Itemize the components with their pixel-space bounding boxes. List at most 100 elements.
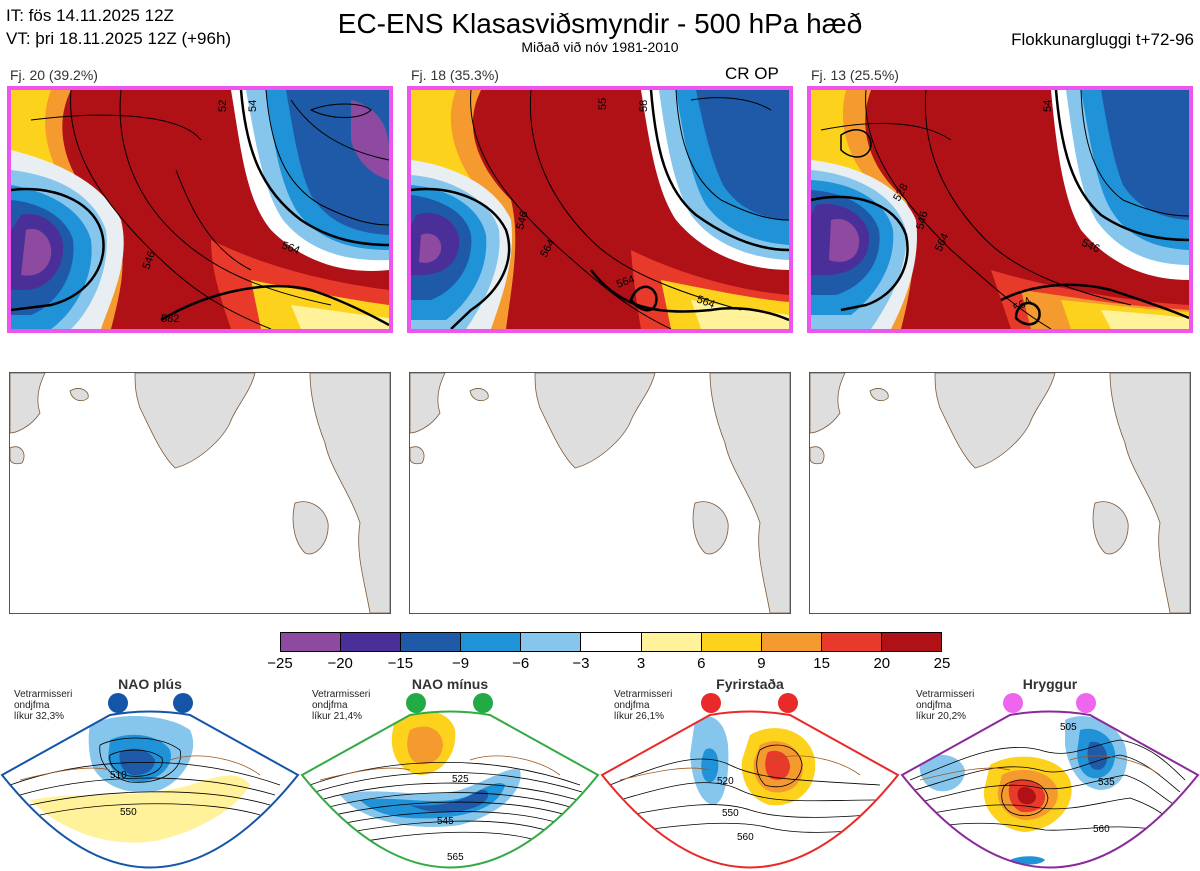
- cluster-3-label: Fj. 13 (25.5%): [811, 67, 899, 83]
- contour-label: 52: [217, 100, 229, 112]
- regime-note-line: ondjfma: [614, 700, 650, 711]
- colorbar-ticks: −25 −20 −15 −9 −6 −3 3 6 9 15 20 25: [260, 655, 962, 675]
- contour-label: 550: [722, 808, 739, 819]
- header-left: IT: fös 14.11.2025 12Z VT: þri 18.11.202…: [6, 4, 231, 50]
- contour-label: 550: [120, 807, 137, 818]
- regime-note: Vetrarmisseri ondjfma líkur 26,1%: [614, 689, 672, 722]
- colorbar-segment: [401, 633, 462, 651]
- regime-note-line: Vetrarmisseri: [312, 689, 371, 700]
- regime-note-line: Vetrarmisseri: [14, 689, 73, 700]
- regime-note-line: líkur 20,2%: [916, 711, 967, 722]
- contour-label: 565: [447, 852, 464, 863]
- basemap-3: [809, 372, 1191, 614]
- regime-nao-plus: NAO plús Vetrarmisseri ondjfma líkur 32,…: [0, 676, 300, 871]
- colorbar: [280, 632, 942, 652]
- contour-label: 54: [247, 100, 259, 112]
- contour-label: 564: [280, 240, 301, 258]
- regime-map: 525 545 565: [300, 693, 600, 869]
- regime-title: Hryggur: [1022, 676, 1078, 692]
- regime-note-line: líkur 21,4%: [312, 711, 363, 722]
- contour-label: 564: [695, 294, 716, 312]
- regime-map: 520 550 560: [600, 693, 900, 869]
- colorbar-tick-label: 9: [757, 655, 766, 672]
- valid-time: VT: þri 18.11.2025 12Z (+96h): [6, 29, 232, 48]
- cluster-2-field: 546 564 564 564 55 58: [411, 90, 789, 329]
- regime-map: 505 535 560: [900, 693, 1200, 869]
- cluster-2-map: 546 564 564 564 55 58: [407, 86, 793, 333]
- classification-window: Flokkunargluggi t+72-96: [1011, 30, 1194, 49]
- regime-note-line: Vetrarmisseri: [614, 689, 673, 700]
- colorbar-segment: [701, 633, 762, 651]
- regime-title: NAO plús: [118, 676, 182, 692]
- contour-label: 546: [514, 210, 530, 231]
- regime-dot: [778, 693, 798, 713]
- colorbar-tick-label: 6: [697, 655, 706, 672]
- contour-label: 58: [638, 100, 650, 112]
- regime-dot: [473, 693, 493, 713]
- regime-note-line: ondjfma: [916, 700, 952, 711]
- regime-dot: [1003, 693, 1023, 713]
- contour-label: 546: [914, 210, 930, 231]
- colorbar-segment: [581, 633, 642, 651]
- cluster-2-extra-label: CR OP: [725, 64, 779, 83]
- colorbar-tick-label: −20: [327, 655, 353, 672]
- contour-label: 55: [597, 98, 609, 110]
- colorbar-tick-label: 20: [873, 655, 891, 672]
- issue-time: IT: fös 14.11.2025 12Z: [6, 6, 174, 25]
- basemap-2: [409, 372, 791, 614]
- regime-map: 510 550: [0, 693, 300, 869]
- colorbar-tick-label: −6: [512, 655, 530, 672]
- contour-label: 546: [141, 250, 159, 271]
- cluster-1-label: Fj. 20 (39.2%): [10, 67, 98, 83]
- colorbar-tick-label: 15: [813, 655, 830, 672]
- regime-note-line: ondjfma: [14, 700, 50, 711]
- contour-label: 545: [437, 816, 454, 827]
- contour-label: 525: [452, 774, 469, 785]
- colorbar-segment: [461, 633, 522, 651]
- contour-label: 535: [1098, 777, 1115, 788]
- colorbar-segment: [641, 633, 702, 651]
- colorbar-segment: [281, 633, 342, 651]
- contour-label: 505: [1060, 722, 1077, 733]
- contour-label: 564: [615, 273, 636, 291]
- contour-label: 54: [1042, 100, 1054, 112]
- cluster-3-field: 546 564 564 528 546 54: [811, 90, 1189, 329]
- colorbar-tick-label: −3: [572, 655, 590, 672]
- colorbar-segment: [881, 633, 942, 651]
- colorbar-tick-label: −15: [387, 655, 414, 672]
- regime-note-line: líkur 26,1%: [614, 711, 665, 722]
- basemap-1: [9, 372, 391, 614]
- colorbar-tick-label: −25: [267, 655, 293, 672]
- regime-note: Vetrarmisseri ondjfma líkur 21,4%: [312, 689, 370, 722]
- contour-label: 560: [1093, 824, 1110, 835]
- regime-nao-minus: NAO mínus Vetrarmisseri ondjfma líkur 21…: [300, 676, 600, 871]
- regime-dot: [173, 693, 193, 713]
- regime-note: Vetrarmisseri ondjfma líkur 32,3%: [14, 689, 72, 722]
- cluster-3-map: 546 564 564 528 546 54: [807, 86, 1193, 333]
- page-subtitle: Miðað við nóv 1981-2010: [521, 39, 679, 55]
- page-title: EC-ENS Klasasviðsmyndir - 500 hPa hæð: [337, 8, 863, 39]
- regime-dot: [108, 693, 128, 713]
- contour-label: 520: [717, 776, 734, 787]
- colorbar-tick-label: 3: [636, 655, 646, 672]
- regime-note-line: Vetrarmisseri: [916, 689, 975, 700]
- cluster-1-map: 546 564 582 52 54: [7, 86, 393, 333]
- cluster-2-label: Fj. 18 (35.3%): [411, 67, 499, 83]
- regime-dot: [701, 693, 721, 713]
- regime-note: Vetrarmisseri ondjfma líkur 20,2%: [916, 689, 974, 722]
- colorbar-tick-label: −9: [451, 655, 470, 672]
- regime-blocking: Fyrirstaða Vetrarmisseri ondjfma líkur 2…: [600, 676, 900, 871]
- colorbar-segment: [521, 633, 582, 651]
- contour-label: 582: [161, 313, 179, 325]
- colorbar-segment: [821, 633, 882, 651]
- contour-label: 510: [110, 770, 127, 781]
- regime-note-line: líkur 32,3%: [14, 711, 65, 722]
- colorbar-segment: [761, 633, 822, 651]
- colorbar-tick-label: 25: [933, 655, 951, 672]
- cluster-1-field: 546 564 582 52 54: [11, 90, 389, 329]
- contour-label: 560: [737, 832, 754, 843]
- regime-title: NAO mínus: [411, 676, 489, 692]
- regime-note-line: ondjfma: [312, 700, 348, 711]
- colorbar-segment: [341, 633, 402, 651]
- regime-dot: [1076, 693, 1096, 713]
